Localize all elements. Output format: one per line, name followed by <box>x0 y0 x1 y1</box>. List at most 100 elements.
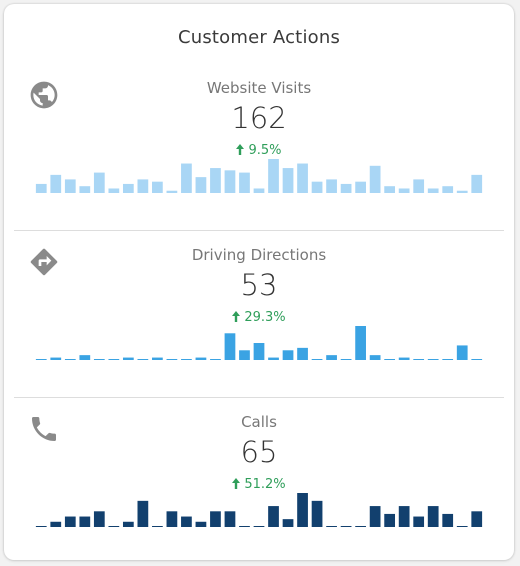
spark-bar <box>152 526 163 527</box>
spark-bar <box>181 516 192 527</box>
section-website-visits[interactable]: Website Visits 162 9.5% <box>4 67 514 235</box>
spark-bar <box>384 359 396 360</box>
spark-bar <box>369 506 381 527</box>
spark-bar <box>137 179 149 193</box>
spark-bar <box>326 526 337 527</box>
spark-bar <box>64 359 76 360</box>
spark-bar <box>50 174 62 193</box>
spark-bar <box>471 359 483 360</box>
spark-bar <box>442 359 454 360</box>
arrow-up-icon <box>232 478 241 489</box>
spark-bar <box>253 526 265 527</box>
spark-bar <box>427 188 439 193</box>
spark-bar <box>282 168 294 193</box>
section-value: 53 <box>240 268 278 302</box>
spark-bar <box>79 186 91 193</box>
spark-bar <box>398 357 410 360</box>
sparkline-calls <box>35 493 483 527</box>
spark-bar <box>384 186 396 193</box>
spark-bar <box>122 183 134 193</box>
divider <box>14 230 504 231</box>
spark-bar <box>224 170 236 193</box>
spark-bar <box>152 357 163 360</box>
spark-bar <box>35 526 47 527</box>
spark-bar <box>355 181 366 193</box>
spark-bar <box>108 526 120 527</box>
section-label: Calls <box>241 413 277 431</box>
spark-bar <box>239 526 250 527</box>
spark-bar <box>413 179 425 193</box>
spark-bar <box>355 326 366 360</box>
spark-bar <box>239 172 250 193</box>
card-title: Customer Actions <box>177 27 341 48</box>
spark-bar <box>181 163 192 193</box>
spark-bar <box>210 511 221 527</box>
change-value: 29.3% <box>244 310 286 325</box>
section-calls[interactable]: Calls 65 51.2% <box>4 401 514 560</box>
spark-bar <box>137 359 149 360</box>
spark-bar <box>50 521 62 527</box>
spark-bar <box>64 179 76 193</box>
change-value: 51.2% <box>244 477 286 492</box>
arrow-up-icon <box>232 311 241 322</box>
spark-bar <box>340 526 352 527</box>
spark-bar <box>210 168 221 193</box>
section-label: Website Visits <box>206 79 312 97</box>
arrow-up-icon <box>236 144 245 155</box>
spark-bar <box>326 179 337 193</box>
spark-bar <box>50 357 62 360</box>
spark-bar <box>340 359 352 360</box>
change-value: 9.5% <box>248 143 282 158</box>
spark-bar <box>79 355 91 360</box>
directions-icon <box>28 246 60 278</box>
spark-bar <box>195 177 207 193</box>
spark-bar <box>427 359 439 360</box>
spark-bar <box>79 516 91 527</box>
spark-bar <box>456 345 468 360</box>
spark-bar <box>456 190 468 193</box>
change-indicator: 9.5% <box>4 143 514 158</box>
spark-bar <box>427 506 439 527</box>
spark-bar <box>122 521 134 527</box>
spark-bar <box>297 163 308 193</box>
spark-bar <box>268 159 279 193</box>
change-indicator: 51.2% <box>4 477 514 492</box>
section-value: 162 <box>231 101 287 135</box>
spark-bar <box>413 359 425 360</box>
spark-bar <box>108 188 120 193</box>
spark-bar <box>311 500 323 527</box>
sparkline-website <box>35 159 483 193</box>
section-driving-directions[interactable]: Driving Directions 53 29.3% <box>4 234 514 402</box>
spark-bar <box>282 519 294 527</box>
customer-actions-card: Customer Actions Website Visits 162 9.5%… <box>4 4 514 560</box>
spark-bar <box>398 506 410 527</box>
spark-bar <box>442 513 454 527</box>
spark-bar <box>93 511 105 527</box>
spark-bar <box>35 183 47 193</box>
spark-bar <box>471 174 483 193</box>
spark-bar <box>326 355 337 360</box>
spark-bar <box>64 516 76 527</box>
spark-bar <box>166 511 178 527</box>
section-label: Driving Directions <box>191 246 327 264</box>
spark-bar <box>122 357 134 360</box>
spark-bar <box>137 500 149 527</box>
spark-bar <box>384 513 396 527</box>
spark-bar <box>369 165 381 193</box>
phone-icon <box>28 413 60 445</box>
spark-bar <box>93 172 105 193</box>
spark-bar <box>369 355 381 360</box>
spark-bar <box>195 357 207 360</box>
spark-bar <box>224 511 236 527</box>
spark-bar <box>268 506 279 527</box>
spark-bar <box>456 526 468 527</box>
spark-bar <box>195 521 207 527</box>
globe-icon <box>28 79 60 111</box>
spark-bar <box>239 350 250 360</box>
sparkline-directions <box>35 326 483 360</box>
spark-bar <box>297 493 308 527</box>
spark-bar <box>253 343 265 360</box>
spark-bar <box>282 350 294 360</box>
spark-bar <box>471 511 483 527</box>
spark-bar <box>93 359 105 360</box>
